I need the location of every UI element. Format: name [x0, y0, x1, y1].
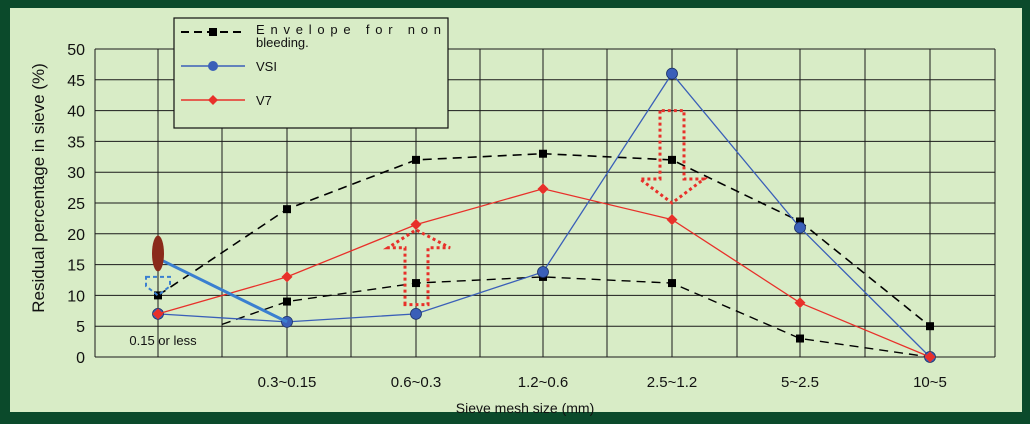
x-tick-label: 0.3~0.15 [258, 374, 317, 391]
point-v7 [537, 183, 549, 195]
y-axis-label: Residual percentage in sieve (%) [29, 63, 48, 312]
point-envelope_lower [283, 297, 291, 306]
legend-box [173, 17, 449, 129]
x-tick-label: 2.5~1.2 [647, 374, 697, 391]
point-vsi [410, 307, 422, 320]
y-tick-label: 40 [67, 104, 85, 121]
y-tick-label: 0 [76, 350, 85, 367]
x-tick-label: 10~5 [913, 374, 947, 391]
point-envelope_upper [926, 322, 934, 331]
legend-v7-label: V7 [256, 93, 272, 108]
point-vsi [666, 67, 678, 80]
legend-vsi-label: VSI [256, 59, 277, 74]
point-v7 [281, 271, 293, 283]
y-tick-label: 5 [76, 319, 85, 336]
point-envelope_upper [412, 155, 420, 164]
x-tick-label: 0.15 or less [129, 333, 197, 348]
point-v7 [666, 214, 678, 226]
x-tick-label: 5~2.5 [781, 374, 819, 391]
legend: Envelope for non bleeding. VSI V7 [173, 17, 449, 129]
point-envelope_lower [668, 279, 676, 288]
legend-envelope-label-2: bleeding. [256, 35, 309, 50]
x-tick-label: 1.2~0.6 [518, 374, 568, 391]
legend-envelope-marker [209, 28, 217, 36]
legend-v7-marker [208, 95, 218, 105]
point-vsi [537, 266, 549, 278]
point-vsi [794, 221, 806, 234]
highlight-oval [152, 235, 164, 272]
point-v7 [410, 219, 422, 231]
point-v7 [794, 297, 806, 309]
y-tick-label: 15 [67, 258, 85, 275]
hint-arrow-up [382, 228, 451, 307]
annotations [145, 109, 709, 324]
x-tick-label: 0.6~0.3 [391, 374, 441, 391]
y-tick-label: 45 [67, 73, 85, 90]
y-tick-label: 20 [67, 227, 85, 244]
point-envelope_upper [539, 149, 547, 158]
vsi-highlight-segment [157, 257, 288, 324]
y-tick-label: 35 [67, 134, 85, 151]
x-axis-label: Sieve mesh size (mm) [456, 400, 594, 416]
panel-background [10, 8, 1022, 412]
legend-vsi-marker [208, 61, 218, 71]
y-tick-label: 25 [67, 196, 85, 213]
point-envelope_upper [796, 217, 804, 226]
y-tick-label: 30 [67, 165, 85, 182]
axes: 0 5 10 15 20 25 30 35 40 45 50 0.15 or less 0.3~0.15… [67, 42, 947, 391]
point-envelope_upper [668, 155, 676, 164]
point-envelope_lower [412, 279, 420, 288]
point-envelope_upper [283, 205, 291, 214]
hint-arrow-blue [145, 275, 171, 297]
point-v7 [924, 351, 936, 363]
point-v7 [152, 308, 164, 320]
point-envelope_upper [154, 291, 162, 300]
y-tick-label: 50 [67, 42, 85, 59]
point-envelope_lower [796, 334, 804, 343]
y-tick-label: 10 [67, 288, 85, 305]
